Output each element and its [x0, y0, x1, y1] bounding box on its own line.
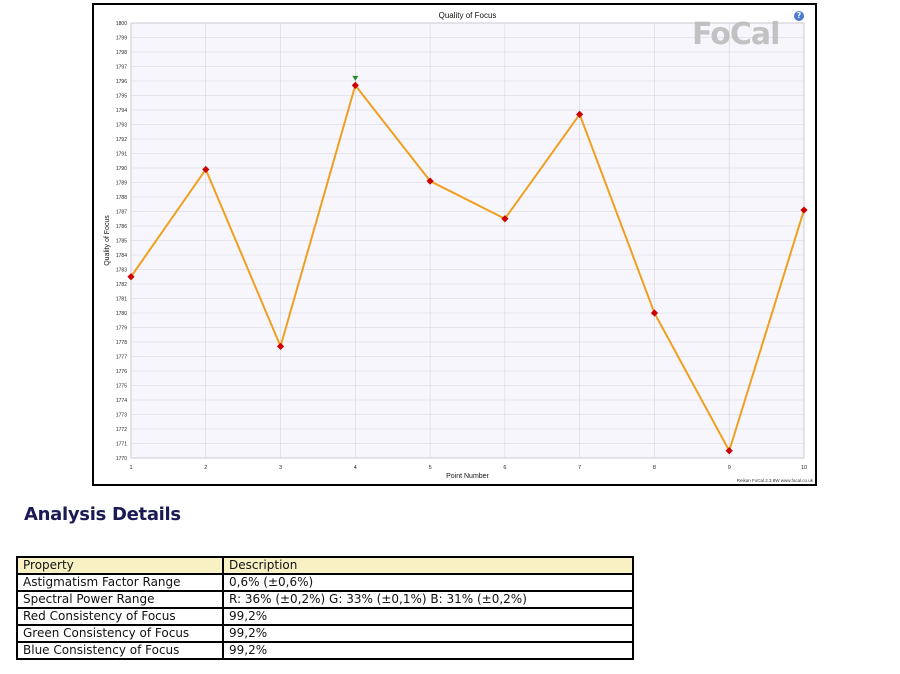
y-tick-label: 1774	[116, 398, 127, 404]
y-tick-label: 1780	[116, 311, 127, 317]
y-tick-label: 1797	[116, 64, 127, 70]
x-tick-label: 10	[801, 465, 807, 471]
analysis-details-table: Property Description Astigmatism Factor …	[16, 556, 634, 660]
x-tick-label: 8	[653, 465, 656, 471]
x-tick-label: 1	[129, 465, 132, 471]
y-tick-label: 1789	[116, 180, 127, 186]
chart-svg: 1770 1771 1772 1773 1774 1775 1776 1777 1778 1779…	[104, 11, 808, 480]
y-tick-label: 1800	[116, 21, 127, 27]
footer-credit: Reikan FoCal 2.3.8W www.focal.co.uk	[736, 478, 813, 483]
series-line	[130, 84, 805, 452]
y-tick-label: 1781	[116, 296, 127, 302]
data-point	[426, 177, 434, 185]
x-tick-label: 9	[728, 465, 731, 471]
y-tick-label: 1784	[116, 253, 127, 259]
y-tick-label: 1798	[116, 50, 127, 56]
description-cell: 99,2%	[222, 641, 634, 660]
y-tick-label: 1791	[116, 151, 127, 157]
y-tick-label: 1794	[116, 108, 127, 114]
x-tick-label: 6	[503, 465, 506, 471]
property-header: Property	[16, 556, 224, 575]
x-tick-label: 5	[429, 465, 432, 471]
table-row: Red Consistency of Focus 99,2%	[16, 607, 634, 626]
focal-logo: FoCal	[692, 17, 780, 52]
data-point	[800, 206, 808, 214]
property-cell: Spectral Power Range	[16, 590, 224, 609]
x-tick-label: 3	[279, 465, 282, 471]
y-tick-label: 1773	[116, 412, 127, 418]
y-tick-label: 1796	[116, 79, 127, 85]
table-row: Blue Consistency of Focus 99,2%	[16, 641, 634, 660]
y-tick-label: 1790	[116, 166, 127, 172]
table-row: Green Consistency of Focus 99,2%	[16, 624, 634, 643]
x-tick-label: 2	[204, 465, 207, 471]
data-point	[127, 273, 135, 281]
y-tick-label: 1777	[116, 354, 127, 360]
property-cell: Blue Consistency of Focus	[16, 641, 224, 660]
y-tick-label: 1783	[116, 267, 127, 273]
x-tick-label: 7	[578, 465, 581, 471]
quality-of-focus-chart: 1770 1771 1772 1773 1774 1775 1776 1777 1778 1779…	[92, 3, 817, 486]
property-cell: Red Consistency of Focus	[16, 607, 224, 626]
y-tick-label: 1772	[116, 427, 127, 433]
y-tick-label: 1770	[116, 456, 127, 462]
chart-title: Quality of Focus	[439, 11, 497, 20]
best-focus-marker	[352, 75, 359, 81]
x-axis-label: Point Number	[446, 473, 489, 480]
y-axis-label: Quality of Focus	[104, 215, 111, 266]
description-cell: 99,2%	[222, 607, 634, 626]
description-header: Description	[222, 556, 634, 575]
data-point	[576, 110, 584, 118]
y-tick-label: 1785	[116, 238, 127, 244]
data-point	[202, 165, 210, 174]
y-tick-label: 1782	[116, 282, 127, 288]
y-tick-label: 1775	[116, 383, 127, 389]
y-tick-label: 1779	[116, 325, 127, 331]
analysis-details-title: Analysis Details	[24, 504, 181, 525]
y-tick-label: 1793	[116, 122, 127, 128]
property-cell: Green Consistency of Focus	[16, 624, 224, 643]
data-point	[501, 215, 509, 223]
data-point	[650, 309, 659, 317]
y-tick-label: 1799	[116, 35, 127, 41]
table-row: Spectral Power Range R: 36% (±0,2%) G: 3…	[16, 590, 634, 609]
data-point	[351, 81, 359, 89]
description-cell: R: 36% (±0,2%) G: 33% (±0,1%) B: 31% (±0…	[222, 590, 634, 609]
property-cell: Astigmatism Factor Range	[16, 573, 224, 592]
x-tick-label: 4	[354, 465, 357, 471]
help-icon[interactable]: ?	[794, 11, 804, 21]
data-point	[725, 447, 733, 455]
y-tick-label: 1795	[116, 93, 127, 99]
y-tick-label: 1778	[116, 340, 127, 346]
table-header-row: Property Description	[16, 556, 634, 575]
y-tick-label: 1771	[116, 441, 127, 447]
y-tick-label: 1788	[116, 195, 127, 201]
description-cell: 0,6% (±0,6%)	[222, 573, 634, 592]
description-cell: 99,2%	[222, 624, 634, 643]
data-point	[276, 342, 285, 350]
y-tick-label: 1787	[116, 209, 127, 215]
table-row: Astigmatism Factor Range 0,6% (±0,6%)	[16, 573, 634, 592]
y-tick-label: 1776	[116, 369, 127, 375]
y-tick-label: 1786	[116, 224, 127, 230]
y-tick-label: 1792	[116, 137, 127, 143]
